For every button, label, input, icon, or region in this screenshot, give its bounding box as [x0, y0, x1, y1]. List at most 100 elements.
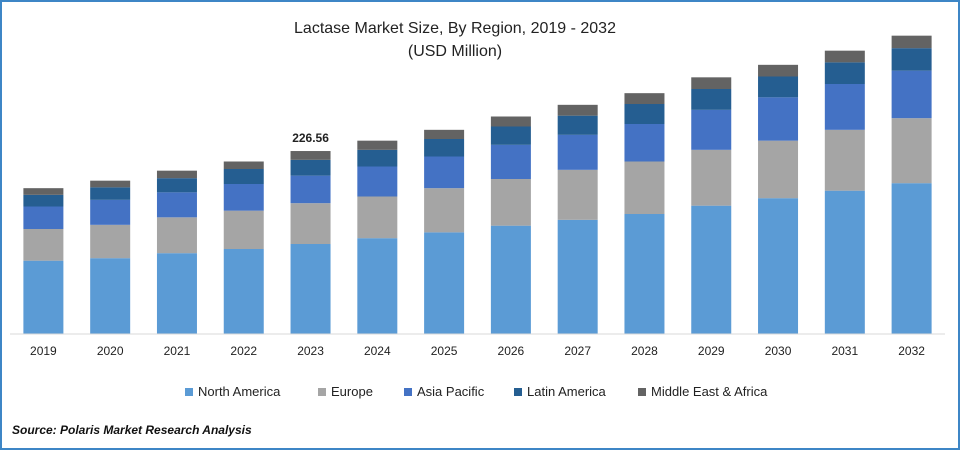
legend-label: Middle East & Africa [651, 384, 768, 399]
legend-swatch [404, 388, 412, 396]
bar-segment-2023-s4 [290, 151, 331, 160]
bar-segment-2032-s2 [891, 70, 932, 119]
bar-segment-2023-s2 [290, 175, 331, 204]
bar-segment-2021-s1 [156, 217, 197, 254]
bar-segment-2030-s0 [758, 198, 799, 334]
x-tick-label: 2023 [297, 344, 324, 358]
chart-title: Lactase Market Size, By Region, 2019 - 2… [294, 20, 616, 37]
bar-segment-2029-s0 [691, 205, 732, 334]
bar-segment-2027-s0 [557, 219, 598, 334]
bar-segment-2027-s3 [557, 115, 598, 135]
bar-segment-2029-s1 [691, 149, 732, 206]
bar-segment-2019-s1 [23, 229, 64, 261]
bar-segment-2019-s4 [23, 188, 64, 195]
x-tick-label: 2019 [30, 344, 57, 358]
bar-segment-2020-s2 [90, 199, 131, 225]
bar-segment-2027-s4 [557, 104, 598, 116]
legend-swatch [638, 388, 646, 396]
bar-segment-2028-s0 [624, 214, 665, 334]
x-tick-label: 2029 [698, 344, 725, 358]
x-tick-label: 2027 [564, 344, 591, 358]
bar-segment-2030-s3 [758, 76, 799, 98]
bar-segment-2032-s3 [891, 48, 932, 71]
bar-segment-2031-s1 [824, 129, 865, 191]
chart-subtitle: (USD Million) [408, 43, 502, 60]
bar-segment-2028-s3 [624, 104, 665, 124]
bar-segment-2025-s0 [424, 232, 465, 334]
bar-segment-2031-s4 [824, 50, 865, 63]
x-tick-label: 2025 [431, 344, 458, 358]
x-tick-labels: 2019 2020 2021 2022 2023 2024 2025 2026 2027 2028… [30, 344, 925, 358]
bar-segment-2028-s4 [624, 93, 665, 104]
bar-segment-2023-s3 [290, 159, 331, 176]
bar-segment-2023-s0 [290, 244, 331, 334]
bar-segment-2019-s2 [23, 206, 64, 229]
bar-segment-2031-s2 [824, 84, 865, 130]
bar-segment-2029-s3 [691, 89, 732, 110]
bar-segment-2022-s3 [223, 169, 264, 184]
bar-segment-2019-s3 [23, 194, 64, 207]
bars-group [23, 35, 932, 334]
bar-segment-2020-s1 [90, 224, 131, 259]
bar-segment-2021-s2 [156, 192, 197, 218]
legend-label: Asia Pacific [417, 384, 485, 399]
legend-label: Latin America [527, 384, 607, 399]
data-label-annotation: 226.56 [292, 131, 329, 145]
bar-segment-2024-s3 [357, 149, 398, 167]
annotations-group: 226.56 [292, 131, 329, 145]
bar-segment-2020-s3 [90, 187, 131, 200]
bar-segment-2024-s4 [357, 140, 398, 150]
legend-label: Europe [331, 384, 373, 399]
bar-segment-2021-s3 [156, 178, 197, 193]
bar-segment-2025-s1 [424, 188, 465, 233]
x-tick-label: 2024 [364, 344, 391, 358]
bar-segment-2019-s0 [23, 260, 64, 334]
bar-segment-2032-s1 [891, 118, 932, 184]
bar-segment-2022-s2 [223, 184, 264, 211]
bar-segment-2025-s4 [424, 129, 465, 139]
legend: North America Europe Asia Pacific Latin Ame… [185, 384, 768, 399]
bar-segment-2022-s4 [223, 161, 264, 169]
x-tick-label: 2021 [164, 344, 191, 358]
x-tick-label: 2026 [498, 344, 525, 358]
x-tick-label: 2032 [898, 344, 925, 358]
legend-swatch [514, 388, 522, 396]
bar-segment-2025-s2 [424, 156, 465, 189]
bar-segment-2031-s0 [824, 190, 865, 334]
bar-segment-2029-s4 [691, 77, 732, 89]
x-tick-label: 2030 [765, 344, 792, 358]
bar-segment-2024-s0 [357, 238, 398, 334]
legend-label: North America [198, 384, 281, 399]
bar-segment-2032-s0 [891, 183, 932, 334]
bar-segment-2024-s1 [357, 196, 398, 239]
bar-segment-2024-s2 [357, 166, 398, 197]
bar-segment-2023-s1 [290, 203, 331, 244]
bar-segment-2030-s2 [758, 97, 799, 141]
legend-swatch [318, 388, 326, 396]
source-note: Source: Polaris Market Research Analysis [12, 423, 252, 437]
bar-segment-2025-s3 [424, 139, 465, 157]
bar-segment-2026-s1 [490, 179, 531, 226]
bar-segment-2026-s4 [490, 116, 531, 127]
x-tick-label: 2022 [230, 344, 257, 358]
bar-segment-2026-s0 [490, 225, 531, 334]
x-tick-label: 2020 [97, 344, 124, 358]
bar-segment-2030-s1 [758, 140, 799, 199]
bar-segment-2030-s4 [758, 64, 799, 77]
bar-segment-2031-s3 [824, 62, 865, 84]
bar-segment-2027-s1 [557, 169, 598, 220]
bar-segment-2026-s2 [490, 144, 531, 179]
bar-segment-2021-s0 [156, 253, 197, 334]
bar-segment-2028-s2 [624, 124, 665, 162]
x-tick-label: 2031 [831, 344, 858, 358]
bar-segment-2022-s1 [223, 210, 264, 249]
bar-segment-2026-s3 [490, 126, 531, 145]
bar-segment-2027-s2 [557, 134, 598, 170]
bar-segment-2022-s0 [223, 249, 264, 334]
bar-segment-2029-s2 [691, 109, 732, 150]
bar-segment-2021-s4 [156, 170, 197, 179]
bar-segment-2020-s0 [90, 258, 131, 334]
bar-segment-2032-s4 [891, 35, 932, 49]
bar-segment-2028-s1 [624, 161, 665, 214]
